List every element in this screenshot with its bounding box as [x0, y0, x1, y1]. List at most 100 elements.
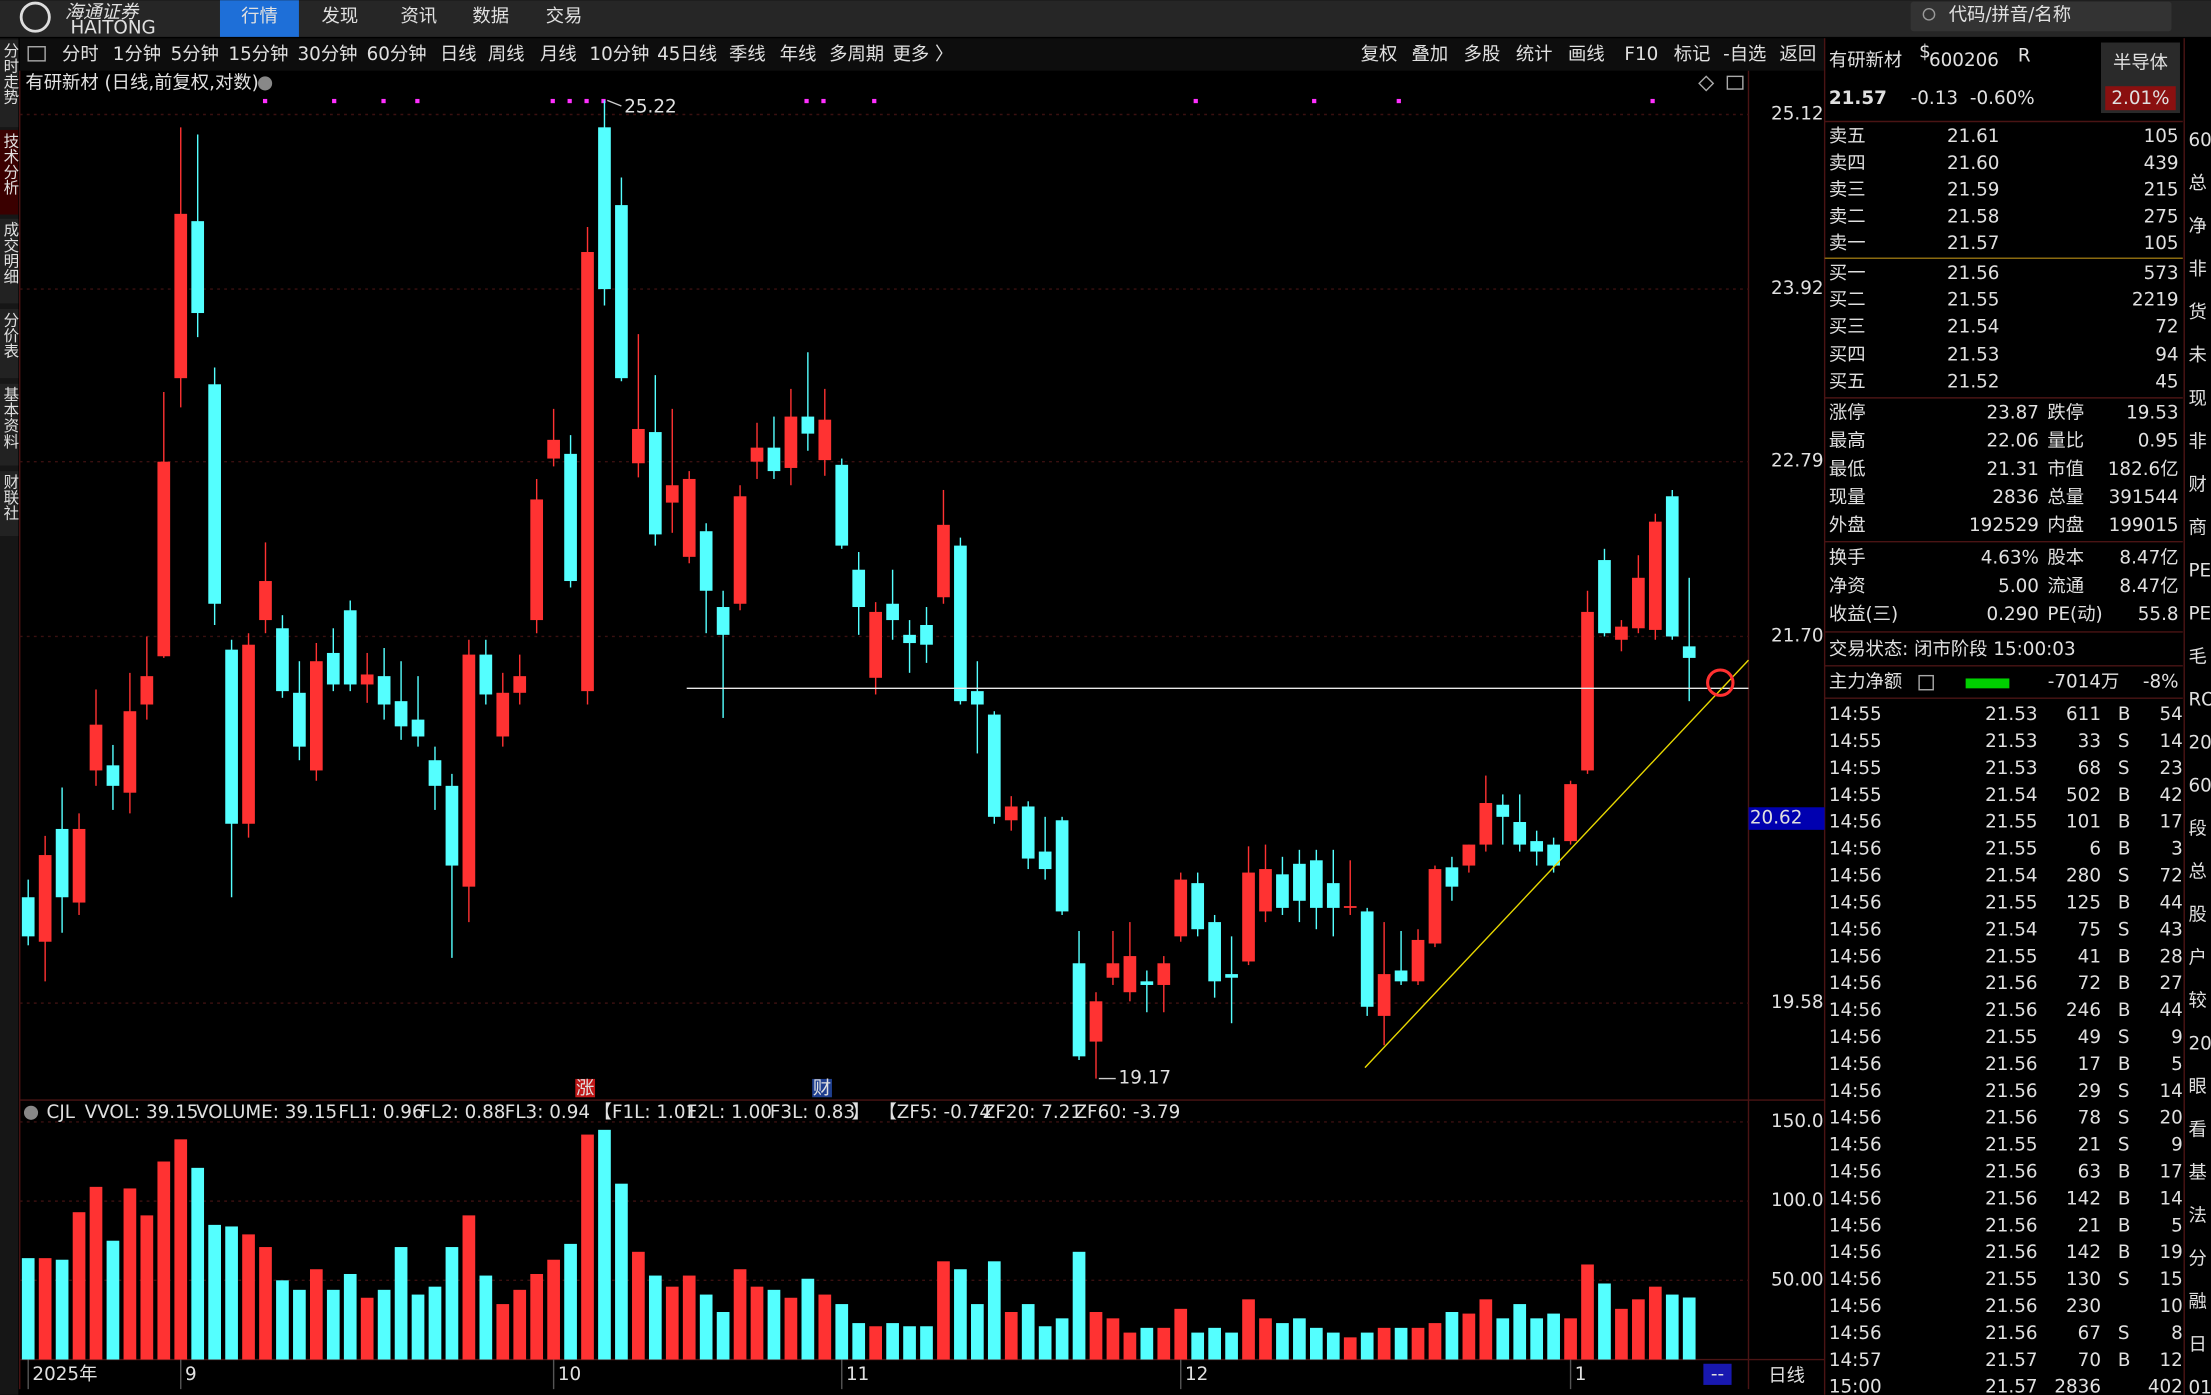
- side-tab-bg: [0, 39, 19, 128]
- nav-tab[interactable]: 交易: [546, 6, 583, 27]
- candle-body: [699, 531, 713, 591]
- tick-time: 14:56: [1829, 839, 1882, 860]
- period-button[interactable]: 30分钟: [298, 44, 358, 65]
- candle-body: [174, 213, 188, 379]
- period-button[interactable]: 1分钟: [113, 44, 161, 65]
- candle-body: [89, 724, 103, 771]
- candle-body: [581, 252, 594, 692]
- edge-text: PE: [2188, 603, 2211, 624]
- event-marker-bg[interactable]: [575, 1078, 596, 1098]
- period-button[interactable]: 分时: [62, 44, 99, 65]
- edge-text: 分: [2188, 1248, 2206, 1269]
- period-button[interactable]: 周线: [488, 44, 525, 65]
- tool-button[interactable]: 返回: [1780, 44, 1817, 65]
- tick-volume: 67: [2078, 1323, 2101, 1344]
- candle-body: [615, 205, 628, 379]
- volume-bar: [1598, 1283, 1611, 1360]
- book-price: 21.52: [1947, 371, 1999, 392]
- side-tab[interactable]: 基本资料: [1, 386, 19, 449]
- candle-body: [462, 654, 476, 887]
- tick-count: 12: [2159, 1350, 2182, 1371]
- edge-text: PE: [2188, 560, 2211, 581]
- period-button[interactable]: 10分钟: [589, 44, 649, 65]
- candle-body: [55, 828, 69, 898]
- tick-price: 21.57: [1985, 1377, 2037, 1395]
- candle-body: [445, 785, 459, 866]
- period-button[interactable]: 日线: [440, 44, 477, 65]
- candle-body: [1021, 806, 1035, 859]
- period-button[interactable]: 更多 〉: [893, 44, 954, 65]
- tool-button[interactable]: -自选: [1723, 44, 1766, 65]
- tool-button[interactable]: 标记: [1674, 44, 1711, 65]
- tick-side: S: [2118, 758, 2130, 779]
- volume-bar: [1157, 1327, 1171, 1360]
- volume-bar: [1462, 1313, 1476, 1360]
- panel-icon[interactable]: [1698, 75, 1715, 92]
- title-icon[interactable]: [258, 76, 273, 91]
- candle-body: [1598, 560, 1611, 634]
- event-dot: [262, 98, 268, 104]
- period-button[interactable]: 季线: [729, 44, 766, 65]
- panel-icon[interactable]: [1726, 75, 1744, 90]
- search-box[interactable]: [1910, 1, 2172, 32]
- period-button[interactable]: 多周期: [829, 44, 884, 65]
- book-label: 买四: [1829, 345, 1866, 366]
- sector-change-bg: [2105, 86, 2176, 111]
- event-dot: [415, 98, 420, 104]
- tool-button[interactable]: 画线: [1568, 44, 1605, 65]
- volume-bar: [1259, 1318, 1272, 1360]
- volume-bar: [1665, 1294, 1679, 1360]
- event-marker[interactable]: 涨: [576, 1078, 594, 1099]
- flow-icon[interactable]: [1918, 674, 1934, 691]
- tool-button[interactable]: 叠加: [1411, 44, 1448, 65]
- volume-bar: [394, 1247, 408, 1360]
- tool-button[interactable]: 复权: [1361, 44, 1398, 65]
- edge-text: 非: [2188, 259, 2206, 280]
- tick-volume: 101: [2066, 812, 2101, 833]
- volume-bar: [682, 1275, 696, 1360]
- nav-tab[interactable]: 数据: [472, 6, 509, 27]
- stock-name: 有研新材: [1829, 50, 1902, 71]
- period-button[interactable]: 年线: [780, 44, 817, 65]
- tick-time: 14:55: [1829, 704, 1882, 725]
- book-price: 21.61: [1947, 126, 1999, 147]
- alert-circle[interactable]: [1706, 668, 1735, 697]
- tick-count: 402: [2148, 1377, 2183, 1395]
- event-marker[interactable]: 财: [813, 1078, 831, 1099]
- book-price: 21.53: [1947, 345, 1999, 366]
- period-button[interactable]: 月线: [540, 44, 577, 65]
- stat-label: 净资: [1829, 576, 1866, 597]
- candle-body: [632, 428, 645, 464]
- indicator-icon[interactable]: [23, 1105, 39, 1120]
- tool-button[interactable]: 统计: [1516, 44, 1553, 65]
- event-marker-bg[interactable]: [812, 1078, 832, 1098]
- stat-value: 182.6亿: [2108, 459, 2179, 480]
- side-tab[interactable]: 成交明细: [1, 221, 19, 284]
- tick-count: 20: [2159, 1108, 2182, 1129]
- edge-text: 60: [2188, 130, 2211, 151]
- period-button[interactable]: 15分钟: [228, 44, 288, 65]
- tool-button[interactable]: 多股: [1464, 44, 1501, 65]
- tick-price: 21.55: [1985, 1027, 2037, 1048]
- side-tab[interactable]: 分价表: [1, 311, 19, 358]
- side-tab[interactable]: 财联社: [1, 474, 19, 521]
- side-tab[interactable]: 分时走势: [1, 42, 19, 106]
- tool-button[interactable]: F10: [1624, 44, 1658, 65]
- tick-side: B: [2118, 1350, 2131, 1371]
- candle-body: [1225, 974, 1238, 978]
- stat-value: 0.290: [1986, 604, 2038, 625]
- nav-tab[interactable]: 行情: [241, 6, 278, 27]
- side-tab[interactable]: 技术分析: [1, 132, 19, 195]
- scroll-marker-bg[interactable]: [1703, 1363, 1732, 1385]
- toolbar: [19, 38, 1825, 71]
- edge-text: 股: [2188, 904, 2206, 925]
- period-button[interactable]: 45日线: [657, 44, 717, 65]
- tick-time: 14:55: [1829, 785, 1882, 806]
- nav-tab[interactable]: 资讯: [400, 6, 437, 27]
- search-placeholder[interactable]: 代码/拼音/名称: [1949, 5, 2071, 26]
- period-button[interactable]: 60分钟: [367, 44, 427, 65]
- sector[interactable]: 半导体: [2113, 53, 2168, 74]
- nav-tab[interactable]: 发现: [321, 6, 358, 27]
- period-button[interactable]: 5分钟: [171, 44, 219, 65]
